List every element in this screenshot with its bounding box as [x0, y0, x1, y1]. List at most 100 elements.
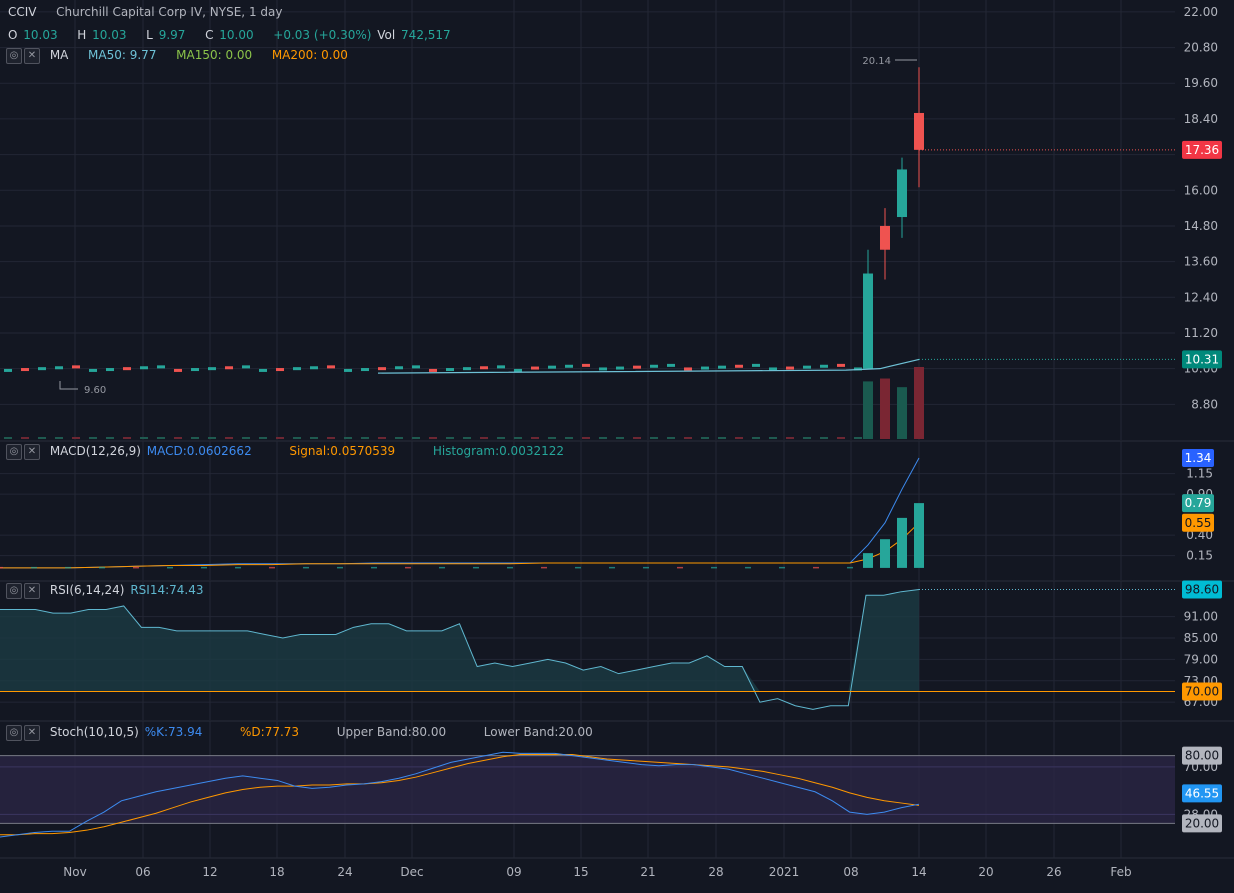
candle	[310, 366, 318, 370]
volume-bar	[548, 437, 556, 439]
eye-icon[interactable]: ◎	[6, 724, 22, 741]
candle	[769, 367, 777, 371]
ma-price-value: 10.31	[1185, 352, 1219, 366]
time-axis-label: 24	[337, 865, 352, 879]
close-icon[interactable]: ✕	[24, 724, 40, 741]
rsi-name: RSI(6,14,24)	[49, 583, 125, 597]
volume-bar	[735, 437, 743, 439]
time-axis-label: 12	[202, 865, 217, 879]
macd-axis-label: 0.15	[1186, 549, 1213, 563]
candle	[531, 366, 539, 370]
macd-histogram-bar	[371, 566, 377, 569]
time-axis-label: 28	[708, 865, 723, 879]
candle	[140, 366, 148, 370]
candle	[446, 368, 454, 372]
time-axis-label: Feb	[1110, 865, 1131, 879]
candle	[914, 112, 924, 150]
symbol-name: Churchill Capital Corp IV, NYSE, 1 day	[56, 5, 283, 19]
high-label: H	[77, 28, 87, 42]
volume-bar	[914, 367, 924, 439]
volume-bar	[140, 437, 148, 439]
volume-bar	[616, 437, 624, 439]
price-axis-label: 14.80	[1184, 219, 1218, 233]
volume-bar	[880, 378, 890, 439]
price-axis-label: 16.00	[1184, 183, 1218, 197]
rsi-fill	[0, 589, 919, 692]
volume-bar	[837, 437, 845, 439]
volume-value: 742,517	[401, 28, 451, 42]
candle	[55, 366, 63, 370]
volume-bar	[310, 437, 318, 439]
volume-bar	[208, 437, 216, 439]
eye-icon[interactable]: ◎	[6, 443, 22, 460]
ma50-value: MA50: 9.77	[88, 48, 157, 62]
price-axis-label: 12.40	[1184, 290, 1218, 304]
rsi-line	[0, 589, 920, 710]
macd-histogram-bar	[0, 566, 3, 569]
last-price-value: 17.36	[1185, 143, 1219, 157]
macd-histogram-bar	[745, 566, 751, 569]
volume-bar	[123, 437, 131, 439]
volume-bar	[378, 437, 386, 439]
volume-bar	[72, 437, 80, 439]
volume-bar	[803, 437, 811, 439]
ma200-value: MA200: 0.00	[271, 48, 348, 62]
time-axis-label: 2021	[769, 865, 800, 879]
volume-bar	[55, 437, 63, 439]
candle	[276, 368, 284, 372]
close-icon[interactable]: ✕	[24, 443, 40, 460]
volume-bar	[650, 437, 658, 439]
candle	[718, 365, 726, 369]
eye-icon[interactable]: ◎	[6, 582, 22, 599]
close-icon[interactable]: ✕	[24, 582, 40, 599]
time-axis-label: 15	[573, 865, 588, 879]
candle	[735, 364, 743, 368]
change-value: +0.03 (+0.30%)	[273, 28, 372, 42]
time-axis-label: 18	[269, 865, 284, 879]
volume-bar	[327, 437, 335, 439]
candle	[344, 368, 352, 372]
volume-bar	[854, 437, 862, 439]
lower-band-value: Lower Band:20.00	[483, 725, 593, 739]
candle	[327, 365, 335, 369]
volume-bar	[565, 437, 573, 439]
macd-histogram-bar	[813, 566, 819, 569]
ma-price-tag	[1182, 350, 1222, 369]
volume-bar	[863, 381, 873, 439]
candle	[480, 366, 488, 370]
macd-histogram-bar	[405, 566, 411, 569]
macd-histogram-bar	[473, 566, 479, 569]
macd-histogram-bar	[897, 517, 907, 568]
candle	[123, 367, 131, 371]
rsi-value-tag-label: 98.60	[1185, 583, 1219, 597]
candle	[412, 365, 420, 369]
volume-bar	[514, 437, 522, 439]
macd-histogram-bar	[914, 503, 924, 568]
eye-icon[interactable]: ◎	[6, 47, 22, 64]
volume-bar	[225, 437, 233, 439]
macd-value-tag	[1182, 513, 1214, 532]
last-price-tag	[1182, 140, 1222, 159]
close-icon[interactable]: ✕	[24, 47, 40, 64]
macd-name: MACD(12,26,9)	[49, 444, 141, 458]
price-axis-label: 18.40	[1184, 112, 1218, 126]
volume-bar	[293, 437, 301, 439]
volume-bar	[752, 437, 760, 439]
macd-histogram-bar	[847, 566, 853, 569]
candle	[667, 363, 675, 367]
candle	[582, 363, 590, 367]
volume-bar	[21, 437, 29, 439]
macd-value-tag	[1182, 494, 1214, 513]
macd-histogram-bar	[863, 553, 873, 568]
time-axis-label: 26	[1046, 865, 1061, 879]
ma-legend: ◎ ✕ MA MA50: 9.77 MA150: 0.00 MA200: 0.00	[6, 47, 350, 64]
volume-bar	[480, 437, 488, 439]
candle	[786, 366, 794, 370]
symbol-ticker: CCIV	[8, 5, 37, 19]
volume-bar	[38, 437, 46, 439]
macd-histogram-bar	[880, 539, 890, 568]
macd-histogram-bar	[677, 566, 683, 569]
rsi-axis-label: 85.00	[1184, 631, 1218, 645]
histogram-value: Histogram:0.0032122	[432, 444, 564, 458]
